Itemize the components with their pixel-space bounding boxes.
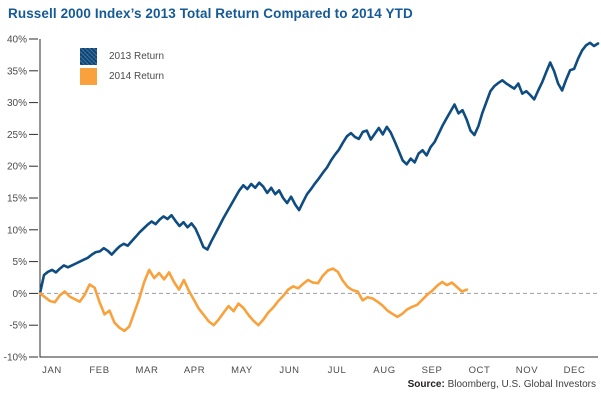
x-axis-label: OCT [469,365,491,376]
y-axis-label: 25% [7,130,27,141]
y-axis-label: 5% [13,257,28,268]
y-axis-label: 30% [7,98,27,109]
legend-label-2014: 2014 Return [109,70,165,82]
y-axis-label: -5% [9,321,27,332]
legend-swatch-2014 [80,67,97,85]
x-axis-label: MAY [231,365,253,376]
source-note: Source: Bloomberg, U.S. Global Investors [408,379,596,390]
x-axis-label: JUL [328,365,347,376]
series-line-2013-return [38,41,600,295]
y-axis-label: 0% [13,289,28,300]
source-text: Bloomberg, U.S. Global Investors [444,379,596,390]
y-axis-label: 40% [7,35,27,46]
source-prefix: Source: [407,379,445,390]
x-axis-label: JUN [279,365,299,376]
y-axis-label: 15% [7,194,27,205]
y-axis-label: 35% [7,66,27,77]
x-axis-label: AUG [373,365,395,376]
y-axis-label: -10% [4,353,27,364]
y-axis-label: 10% [7,225,27,236]
legend-label-2013: 2013 Return [109,50,165,62]
legend-swatch-2013 [80,47,97,65]
chart-legend: 2013 Return 2014 Return [80,46,164,86]
legend-item-2013: 2013 Return [80,46,164,66]
x-axis-label: MAR [136,365,159,376]
x-axis-label: JAN [42,365,62,376]
x-axis-label: SEP [422,365,443,376]
x-axis-label: APR [184,365,205,376]
chart-title: Russell 2000 Index’s 2013 Total Return C… [8,6,413,21]
x-axis-label: DEC [564,365,586,376]
axis-frame [39,39,598,358]
x-axis-label: NOV [516,365,538,376]
series-line-2014-return [38,267,469,333]
x-axis-label: FEB [89,365,109,376]
y-axis-label: 20% [7,162,27,173]
legend-item-2014: 2014 Return [80,66,164,86]
